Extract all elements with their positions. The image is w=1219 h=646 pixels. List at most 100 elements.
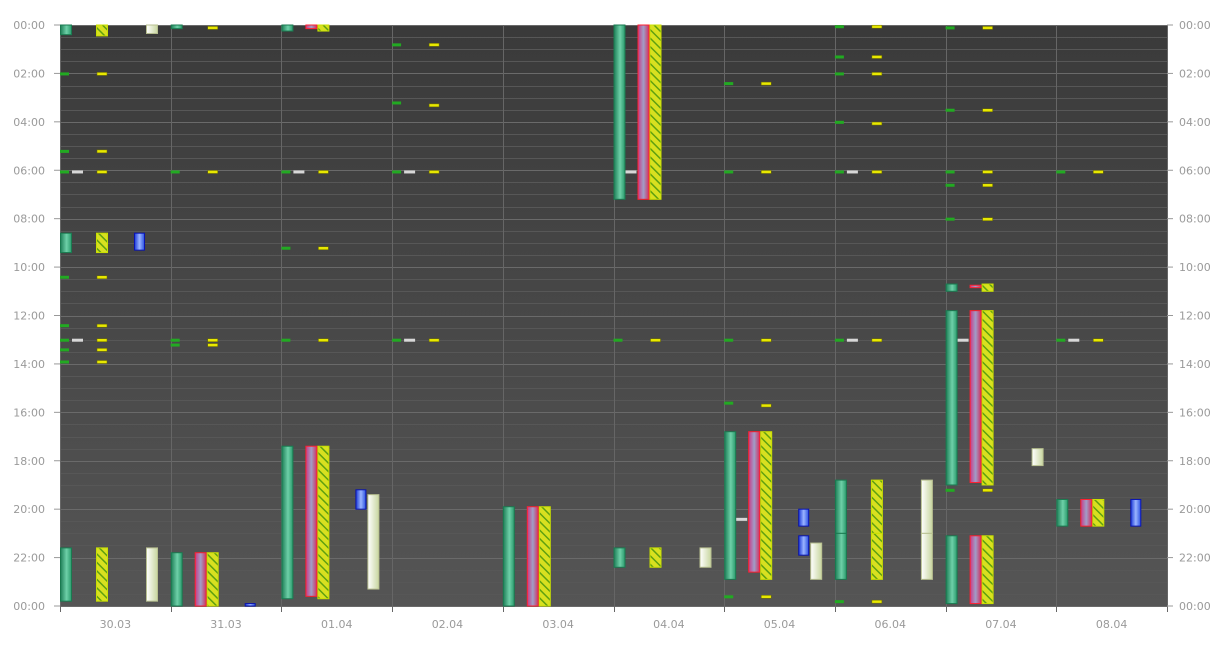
dash-green-marker [724,338,734,342]
red-bar [969,284,982,289]
dash-green-marker [392,338,402,342]
red-bar [969,535,982,605]
dash-yellow-marker [760,338,772,342]
y-tick-label-right: 04:00 [1179,116,1211,129]
y-tick-label-left: 02:00 [13,67,45,80]
cream-bar [367,494,380,590]
teal-bar [502,506,515,607]
dash-yellow-marker [428,170,440,174]
dash-green-marker [392,43,402,47]
dash-yellow-marker [96,149,108,154]
red-bar [305,445,318,597]
dash-white-marker [1068,338,1080,342]
y-tick-label-left: 04:00 [13,116,45,129]
blue-bar [798,508,810,527]
dash-green-marker [724,401,734,405]
x-tick-label: 01.04 [321,618,353,631]
dash-yellow-marker [1093,170,1104,174]
dash-green-marker [60,324,69,328]
dash-yellow-marker [871,55,883,59]
dash-green-marker [834,338,844,342]
cream-bar [920,479,933,534]
red-bar [194,552,207,607]
dash-white-marker [957,338,969,342]
x-tick-label: 07.04 [985,618,1017,631]
axes: 00:00 02:00 04:00 06:00 08:00 10:00 12:00 14:00… [13,19,1210,631]
dash-yellow-marker [871,170,883,174]
dash-green-marker [834,170,844,174]
hatch-bar [649,547,662,568]
y-tick-label-left: 06:00 [13,164,45,177]
y-tick-label-left: 22:00 [13,552,45,565]
cream-bar [920,532,933,580]
x-tick-label: 03.04 [542,618,574,631]
dash-yellow-marker [96,275,108,280]
teal-bar [60,547,72,602]
x-tick-label: 30.03 [100,618,132,631]
dash-yellow-marker [650,338,661,342]
cream-bar [146,547,158,602]
y-tick-label-right: 20:00 [1179,503,1211,516]
dash-white-marker [404,338,416,342]
teal-bar [60,232,72,254]
dash-white-marker [846,338,858,342]
y-tick-label-right: 22:00 [1179,552,1211,565]
chart-marks [60,24,1142,607]
cream-bar [1031,448,1044,467]
dash-yellow-marker [760,403,772,408]
cream-bar [699,547,712,568]
dash-green-marker [60,348,69,352]
dash-green-marker [281,170,291,174]
x-tick-label: 06.04 [875,618,907,631]
dash-yellow-marker [207,26,218,30]
dash-yellow-marker [207,343,218,347]
dash-yellow-marker [428,338,440,342]
dash-yellow-marker [982,488,993,493]
teal-bar [170,24,183,30]
y-tick-label-right: 06:00 [1179,164,1211,177]
dash-yellow-marker [96,170,108,174]
dash-green-marker [281,338,291,342]
y-tick-label-left: 00:00 [13,19,45,32]
y-tick-label-right: 12:00 [1179,310,1211,323]
dash-yellow-marker [96,348,108,352]
dash-green-marker [724,595,734,599]
dash-yellow-marker [982,170,993,174]
dash-yellow-marker [207,170,218,174]
dash-green-marker [945,26,955,30]
dash-yellow-marker [428,43,440,47]
hatch-bar [870,532,883,580]
dash-green-marker [392,101,402,105]
y-tick-label-left: 10:00 [13,261,45,274]
dash-white-marker [72,338,83,342]
dash-green-marker [170,170,180,174]
dash-yellow-marker [96,323,108,328]
dash-yellow-marker [871,72,883,76]
dash-green-marker [834,120,844,124]
blue-bar [355,489,367,510]
dash-yellow-marker [982,183,993,188]
hatch-bar [96,24,108,37]
dash-green-marker [834,25,844,29]
dash-green-marker [170,343,180,347]
dash-yellow-marker [318,338,329,342]
y-tick-label-left: 20:00 [13,503,45,516]
dash-white-marker [404,170,416,174]
y-tick-label-left: 14:00 [13,358,45,371]
y-tick-label-right: 00:00 [1179,600,1211,613]
hatch-bar [317,445,330,600]
teal-bar [834,479,847,534]
hatch-bar [538,506,551,607]
dash-yellow-marker [760,595,772,599]
dash-green-marker [60,275,69,279]
x-tick-label: 05.04 [764,618,796,631]
dash-yellow-marker [871,338,883,342]
red-bar [637,24,650,200]
y-tick-label-right: 02:00 [1179,67,1211,80]
cream-bar [810,542,823,580]
dash-green-marker [1056,170,1066,174]
dash-green-marker [60,360,69,364]
teal-bar [945,283,958,292]
dash-green-marker [834,72,844,76]
dash-yellow-marker [96,360,108,364]
